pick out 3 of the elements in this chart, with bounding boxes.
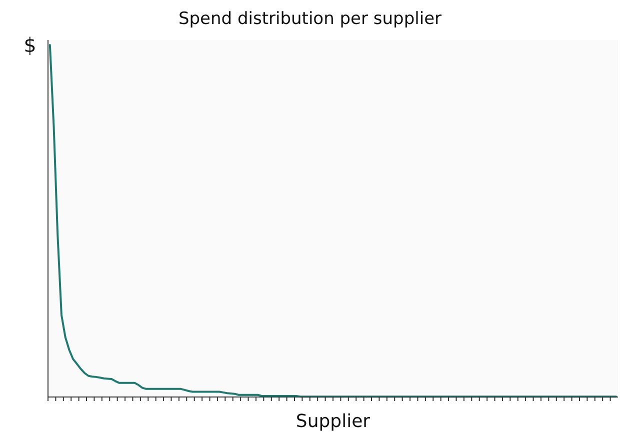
x-axis-title: Supplier — [296, 411, 371, 432]
chart-title: Spend distribution per supplier — [178, 9, 442, 29]
y-axis-title: $ — [24, 33, 36, 57]
